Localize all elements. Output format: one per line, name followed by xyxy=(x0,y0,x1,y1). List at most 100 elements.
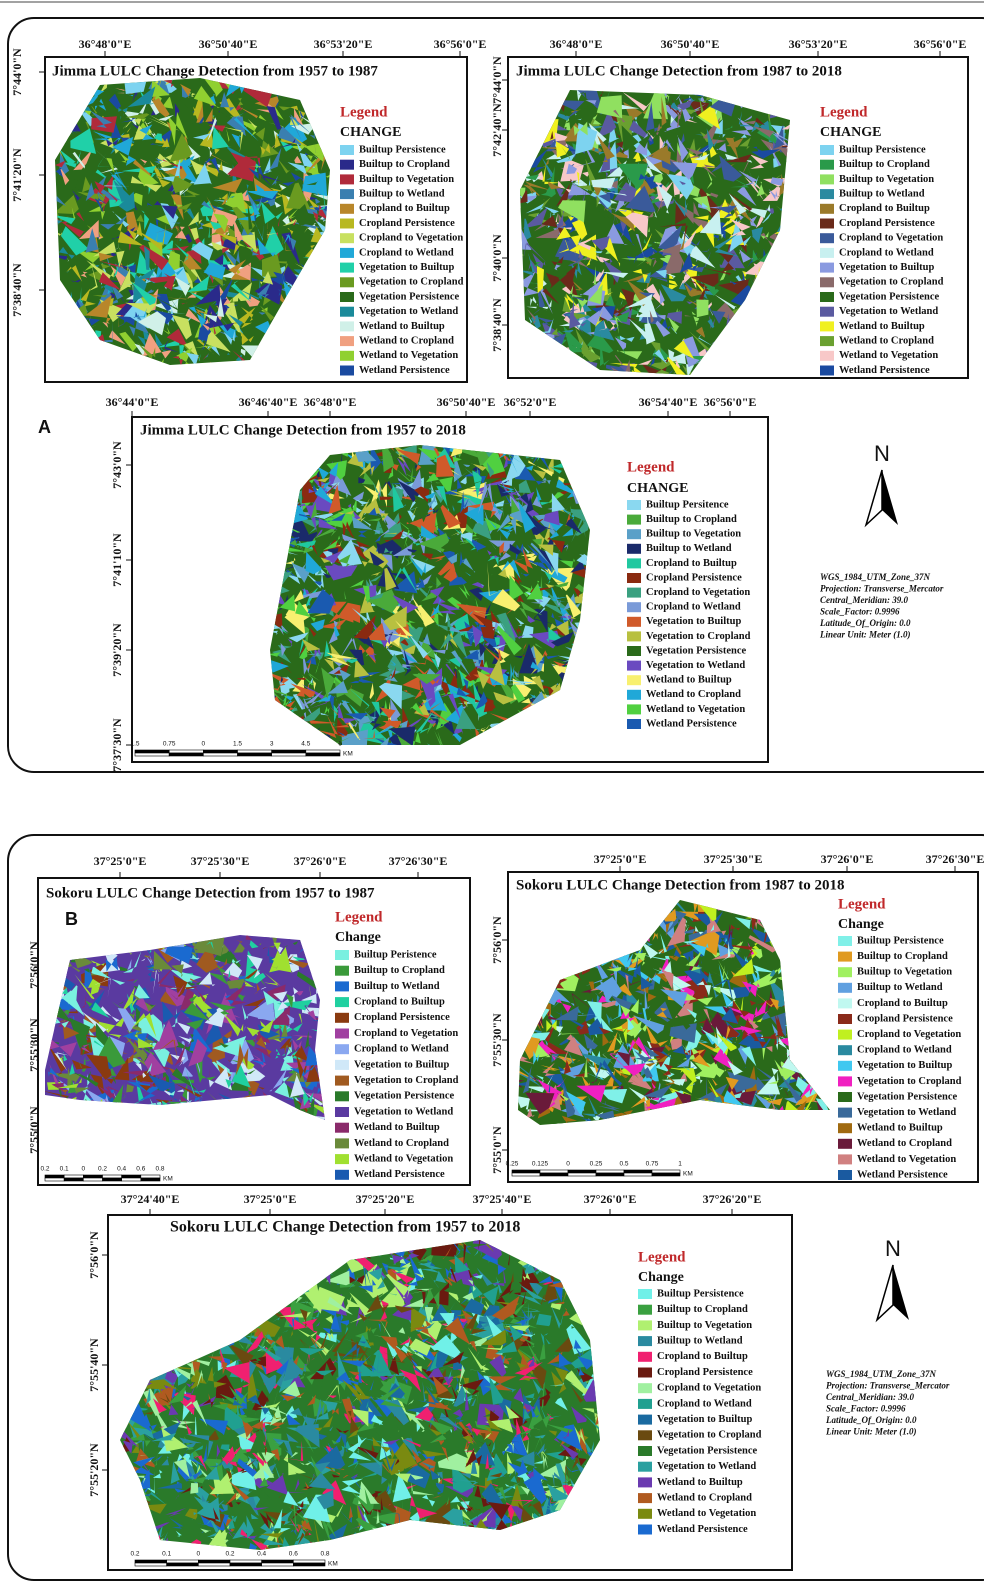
map-patch xyxy=(708,1109,728,1142)
map-patch xyxy=(300,338,329,351)
map-area xyxy=(503,78,804,390)
map-patch xyxy=(259,557,283,573)
map-patch xyxy=(316,442,330,456)
scale-segment xyxy=(512,1170,540,1173)
map-patch xyxy=(54,327,69,348)
map-patch xyxy=(520,93,530,101)
map-patch xyxy=(287,335,299,351)
map-patch xyxy=(311,342,334,349)
map-area xyxy=(43,65,344,377)
legend-swatch xyxy=(627,529,641,539)
map-patch xyxy=(514,1238,539,1254)
map-patch xyxy=(516,132,526,142)
map-patch xyxy=(578,464,592,481)
map-patch xyxy=(130,354,139,359)
y-coord-label: 7°43'0"N xyxy=(110,441,124,489)
map-patch xyxy=(703,1115,706,1125)
map-patch xyxy=(49,948,65,965)
map-patch xyxy=(543,91,561,99)
map-patch xyxy=(741,348,764,367)
map-patch xyxy=(809,916,818,922)
map-patch xyxy=(86,945,100,954)
map-patch xyxy=(510,1526,513,1537)
legend-swatch xyxy=(820,248,834,258)
legend-label: Builtup to Wetland xyxy=(354,981,440,992)
map-patch xyxy=(282,444,294,454)
map-patch xyxy=(554,706,563,714)
scale-label: 3 xyxy=(270,741,274,748)
map-patch xyxy=(100,354,109,364)
map-patch xyxy=(74,942,90,956)
figure: ANWGS_1984_UTM_Zone_37NProjection: Trans… xyxy=(0,0,984,1587)
map-patch xyxy=(143,1231,153,1254)
map-patch xyxy=(591,1501,603,1506)
map-patch xyxy=(199,1103,210,1109)
map-title: Jimma LULC Change Detection from 1987 to… xyxy=(516,63,842,79)
map-patch xyxy=(569,709,589,728)
legend-swatch xyxy=(820,219,834,229)
map-patch xyxy=(86,347,100,356)
map-patch xyxy=(275,1108,293,1123)
map-patch xyxy=(616,933,638,939)
map-patch xyxy=(765,342,768,352)
legend-title: Legend xyxy=(820,104,868,120)
legend-swatch xyxy=(838,998,852,1008)
legend-label: Wetland Persistence xyxy=(857,1169,948,1180)
legend-label: Vegetation to Wetland xyxy=(354,1106,453,1117)
map-patch xyxy=(556,1521,566,1539)
map-patch xyxy=(70,320,77,327)
legend-swatch xyxy=(340,277,354,287)
map-patch xyxy=(766,257,794,276)
map-patch xyxy=(575,1302,584,1304)
legend-swatch xyxy=(838,1014,852,1024)
map-patch xyxy=(757,335,768,344)
map-patch xyxy=(372,1531,395,1551)
map-patch xyxy=(572,918,590,942)
x-coord-label: 37°26'0"E xyxy=(821,852,874,866)
map-patch xyxy=(812,966,824,978)
map-patch xyxy=(537,991,549,1005)
map-patch xyxy=(570,1535,593,1552)
map-patch xyxy=(766,296,785,323)
map-patch xyxy=(695,1113,713,1126)
map-patch xyxy=(297,438,313,464)
legend-label: Wetland to Cropland xyxy=(359,336,454,347)
map-patch xyxy=(745,374,770,389)
map-patch xyxy=(553,715,557,723)
map-patch xyxy=(530,133,535,150)
legend-label: Vegetation to Cropland xyxy=(354,1075,459,1086)
map-patch xyxy=(789,168,794,187)
legend-label: Cropland to Wetland xyxy=(857,1045,952,1056)
map-patch xyxy=(579,696,583,704)
map-patch xyxy=(551,936,573,947)
map-patch xyxy=(157,1270,176,1290)
scale-segment xyxy=(624,1170,652,1173)
legend-swatch xyxy=(335,1170,349,1180)
map-patch xyxy=(780,318,804,339)
legend-swatch xyxy=(340,248,354,258)
map-patch xyxy=(510,945,538,972)
map-patch xyxy=(554,729,583,743)
map-patch xyxy=(533,942,553,957)
map-patch xyxy=(573,445,594,464)
map-patch xyxy=(754,304,771,310)
map-patch xyxy=(761,94,783,101)
map-patch xyxy=(540,112,554,125)
map-patch xyxy=(775,239,799,271)
projection-text: Central_Meridian: 39.0 xyxy=(826,1392,915,1402)
legend-swatch xyxy=(838,936,852,946)
map-patch xyxy=(97,933,111,949)
map-patch xyxy=(288,299,309,328)
map-patch xyxy=(300,79,313,87)
legend-label: Vegetation to Wetland xyxy=(646,660,745,671)
map-patch xyxy=(747,297,758,300)
map-patch xyxy=(259,1269,272,1288)
legend-swatch xyxy=(340,204,354,214)
scale-label: 1.5 xyxy=(130,741,139,748)
scale-label: 0 xyxy=(566,1161,570,1168)
map-patch xyxy=(527,339,554,364)
map-patch xyxy=(584,365,594,372)
map-patch xyxy=(228,1285,250,1297)
map-patch xyxy=(296,350,305,356)
map-patch xyxy=(733,91,753,105)
